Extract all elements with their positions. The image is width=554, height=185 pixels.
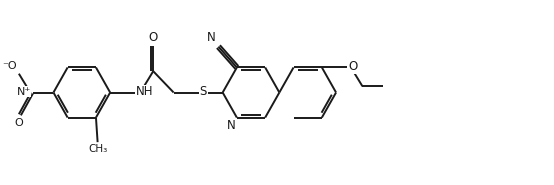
Text: O: O xyxy=(14,117,23,127)
Text: O: O xyxy=(148,31,158,43)
Text: N⁺: N⁺ xyxy=(17,87,31,97)
Text: CH₃: CH₃ xyxy=(88,144,107,154)
Text: N: N xyxy=(207,31,216,44)
Text: NH: NH xyxy=(136,85,153,98)
Text: N: N xyxy=(227,119,235,132)
Text: S: S xyxy=(199,85,207,98)
Text: O: O xyxy=(348,60,357,73)
Text: ⁻O: ⁻O xyxy=(3,61,17,71)
